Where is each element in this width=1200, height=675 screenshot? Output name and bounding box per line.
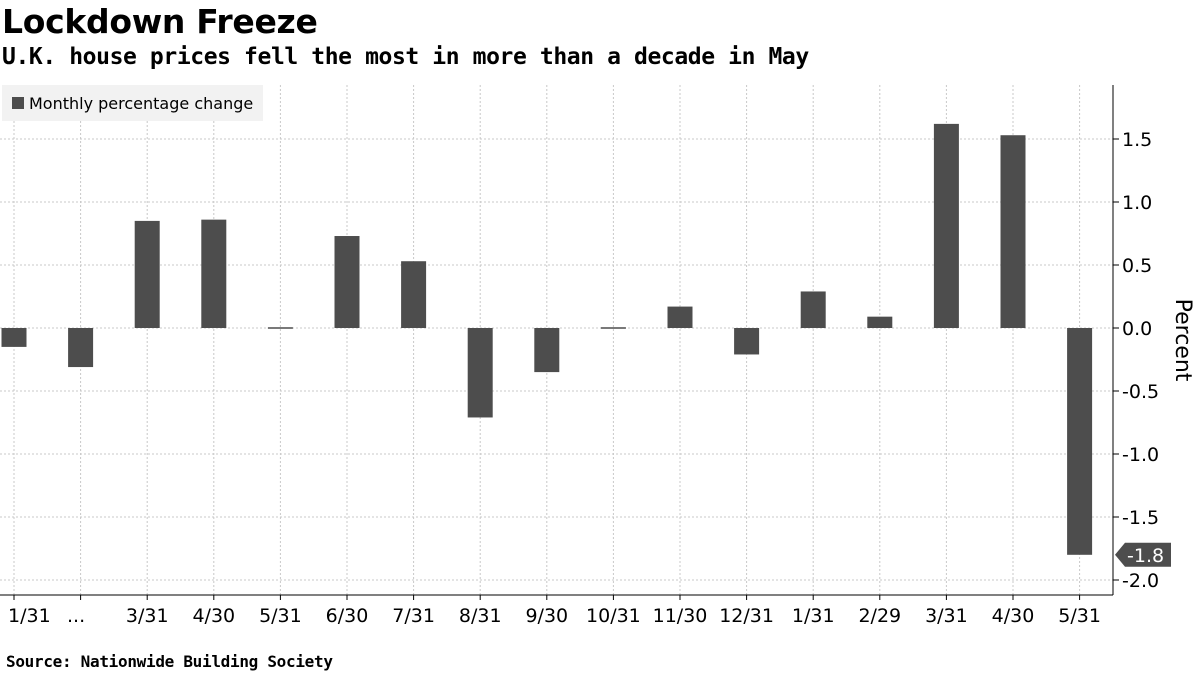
legend-label: Monthly percentage change xyxy=(29,94,254,113)
x-tick-label: 1/31 xyxy=(8,605,51,627)
bar xyxy=(933,123,959,328)
axes xyxy=(0,85,1119,600)
x-tick-label: 4/30 xyxy=(992,605,1035,627)
bar xyxy=(800,291,826,328)
y-tick-label: -1.5 xyxy=(1122,507,1159,529)
bar xyxy=(1000,135,1026,328)
x-tick-label: 2/29 xyxy=(858,605,901,627)
x-tick-label: 1/31 xyxy=(792,605,835,627)
bar xyxy=(734,328,760,355)
y-tick-label: 1.5 xyxy=(1122,129,1152,151)
y-tick-label: 0.0 xyxy=(1122,318,1152,340)
chart-subtitle: U.K. house prices fell the most in more … xyxy=(2,44,809,70)
bar xyxy=(534,328,560,373)
bar xyxy=(267,327,293,329)
x-tick-label: 5/31 xyxy=(259,605,302,627)
y-tick-label: -1.0 xyxy=(1122,444,1159,466)
bar xyxy=(401,261,427,328)
legend-swatch xyxy=(12,97,24,109)
bar xyxy=(201,219,227,328)
legend: Monthly percentage change xyxy=(2,85,263,121)
y-tick-labels: 1.5 1.0 0.5 0.0 -0.5 -1.0 -1.5 -2.0 xyxy=(1122,129,1159,592)
bars xyxy=(1,123,1093,555)
chart-title: Lockdown Freeze xyxy=(2,2,318,41)
bar xyxy=(600,327,626,329)
last-value-tag-bg xyxy=(1115,542,1171,567)
x-tick-label: 3/31 xyxy=(925,605,968,627)
bar xyxy=(334,236,360,328)
bar xyxy=(134,220,160,328)
bar xyxy=(867,316,893,328)
x-tick-label: 6/30 xyxy=(326,605,369,627)
y-tick-label: 0.5 xyxy=(1122,255,1152,277)
x-tick-label: 11/30 xyxy=(653,605,708,627)
y-tick-label: -0.5 xyxy=(1122,381,1159,403)
bar xyxy=(667,306,693,328)
y-tick-label: -2.0 xyxy=(1122,570,1159,592)
x-tick-label: 5/31 xyxy=(1058,605,1101,627)
last-value-label: -1.8 xyxy=(1127,545,1164,567)
x-tick-label: 4/30 xyxy=(192,605,235,627)
x-tick-label: 12/31 xyxy=(719,605,774,627)
source-note: Source: Nationwide Building Society xyxy=(6,652,333,671)
x-tick-labels: 1/31... 3/31 4/30 5/31 6/30 7/31 8/31 9/30 10/31… xyxy=(8,605,1101,627)
grid-lines xyxy=(0,85,1113,595)
x-tick-label: ... xyxy=(67,605,85,627)
x-tick-label: 8/31 xyxy=(459,605,502,627)
bar xyxy=(1067,328,1093,555)
y-tick-label: 1.0 xyxy=(1122,192,1152,214)
last-value-tag: -1.8 xyxy=(1115,542,1171,567)
x-tick-label: 7/31 xyxy=(392,605,435,627)
x-tick-label: 10/31 xyxy=(586,605,641,627)
bar xyxy=(68,328,94,368)
bar xyxy=(1,328,27,347)
x-tick-label: 3/31 xyxy=(126,605,169,627)
bar xyxy=(467,328,493,418)
y-axis-label: Percent xyxy=(1170,299,1195,382)
x-tick-label: 9/30 xyxy=(525,605,568,627)
